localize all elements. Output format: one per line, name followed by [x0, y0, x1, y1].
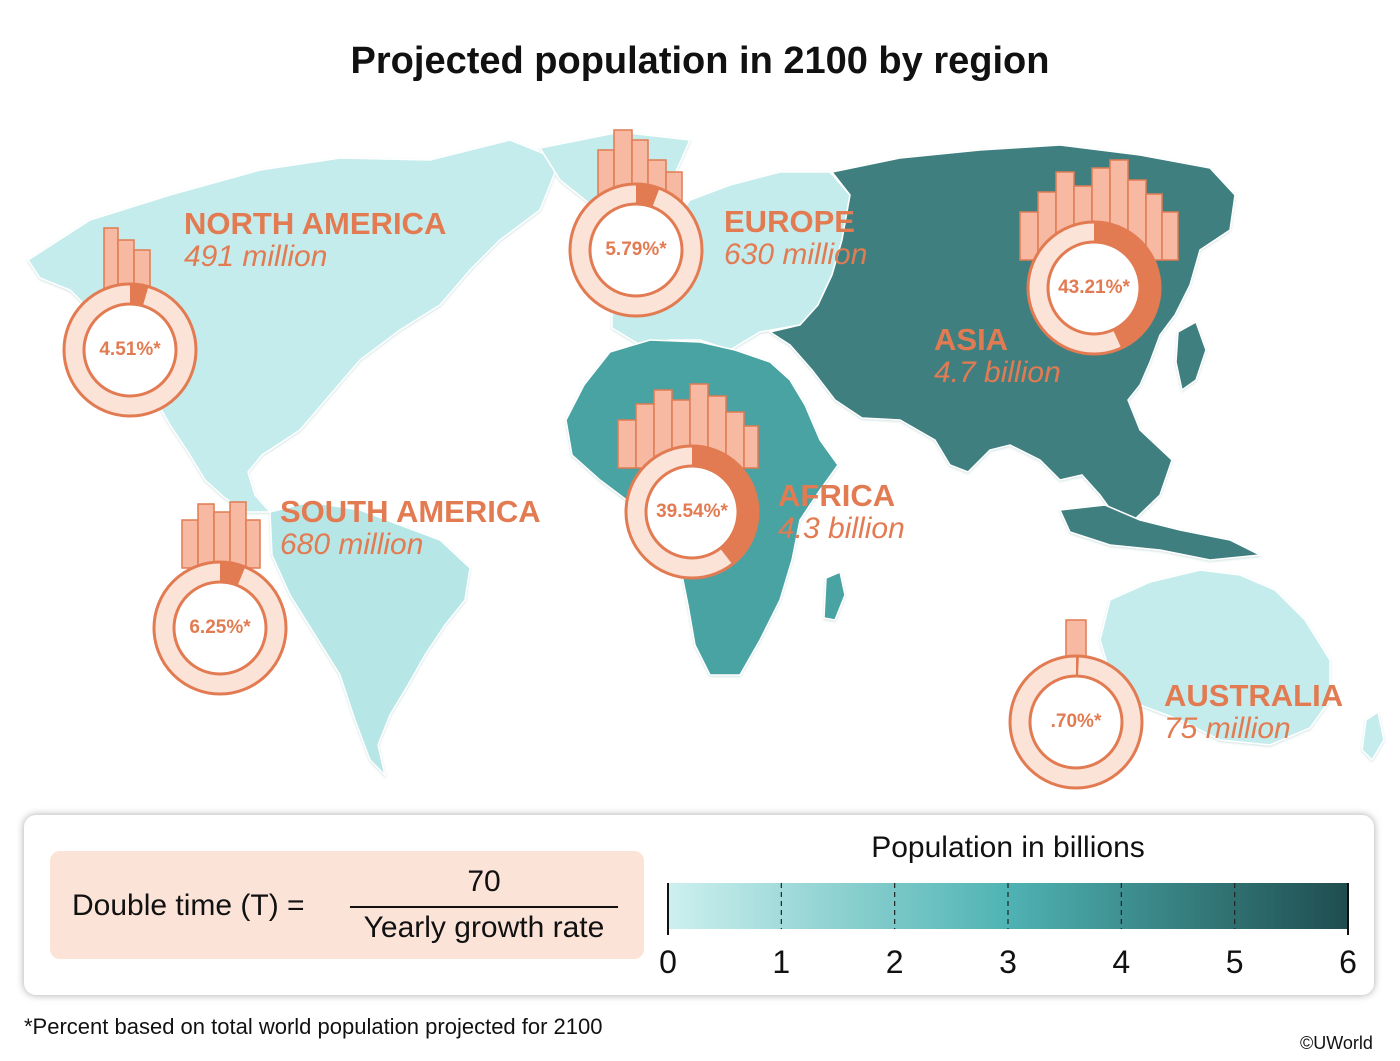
share-arc	[130, 284, 149, 306]
share-ring-north-america: 4.51%*	[58, 278, 202, 422]
continent-south-america	[269, 501, 471, 778]
region-label-africa: AFRICA 4.3 billion	[778, 478, 905, 545]
continent-indonesia	[1058, 504, 1263, 561]
region-label-north-america: NORTH AMERICA 491 million	[184, 206, 447, 273]
region-label-asia: ASIA 4.7 billion	[934, 322, 1061, 389]
region-name: AFRICA	[778, 478, 896, 513]
fraction-bar	[350, 906, 618, 908]
scale-title: Population in billions	[871, 831, 1145, 864]
footnote: *Percent based on total world population…	[24, 1014, 603, 1039]
scale-tick-label: 5	[1226, 944, 1244, 980]
share-label-south-america: 6.25%*	[189, 617, 251, 638]
share-ring-europe: 5.79%*	[564, 178, 708, 322]
scale-tick-label: 0	[659, 944, 677, 980]
region-label-australia: AUSTRALIA 75 million	[1164, 678, 1344, 745]
buildings-south-america-icon	[181, 501, 261, 569]
scale-tick-label: 4	[1112, 944, 1130, 980]
population-color-scale: 0 1 2 3 4 5 6	[659, 883, 1357, 980]
region-population: 75 million	[1164, 711, 1291, 745]
share-label-europe: 5.79%*	[605, 239, 667, 260]
continent-madagascar	[823, 570, 846, 621]
region-population: 630 million	[724, 237, 868, 271]
page-title: Projected population in 2100 by region	[350, 40, 1050, 82]
region-population: 680 million	[280, 527, 424, 561]
region-name: AUSTRALIA	[1164, 678, 1344, 713]
region-name: ASIA	[934, 322, 1009, 357]
share-arc	[1094, 222, 1160, 349]
share-label-asia: 43.21%*	[1058, 277, 1130, 298]
formula-numerator: 70	[467, 865, 501, 898]
share-arc	[220, 562, 246, 586]
buildings-africa-icon	[617, 383, 759, 469]
formula-lhs: Double time (T) =	[72, 889, 305, 922]
continent-new-zealand	[1361, 710, 1385, 762]
scale-tick-label: 6	[1339, 944, 1357, 980]
doubling-time-formula: Double time (T) = 70 Yearly growth rate	[50, 851, 644, 959]
region-name: SOUTH AMERICA	[280, 494, 541, 529]
legend-panel: Double time (T) = 70 Yearly growth rate …	[24, 815, 1374, 995]
region-name: NORTH AMERICA	[184, 206, 447, 241]
share-ring-australia: .70%*	[1004, 650, 1148, 794]
share-arc	[1076, 656, 1079, 677]
scale-tick-label: 1	[772, 944, 790, 980]
region-label-south-america: SOUTH AMERICA 680 million	[280, 494, 541, 561]
share-label-north-america: 4.51%*	[99, 339, 161, 360]
share-label-australia: .70%*	[1050, 711, 1102, 732]
share-arc	[636, 184, 660, 208]
scale-tick-label: 2	[886, 944, 904, 980]
share-ring-africa: 39.54%*	[620, 440, 764, 584]
share-ring-south-america: 6.25%*	[148, 556, 292, 700]
buildings-north-america-icon	[103, 227, 151, 289]
scale-tick-label: 3	[999, 944, 1017, 980]
region-population: 4.3 billion	[778, 511, 905, 545]
formula-denominator: Yearly growth rate	[363, 911, 605, 944]
copyright: ©UWorld	[1300, 1033, 1373, 1053]
region-label-europe: EUROPE 630 million	[724, 204, 868, 271]
continent-japan	[1175, 320, 1207, 392]
region-population: 4.7 billion	[934, 355, 1061, 389]
share-label-africa: 39.54%*	[656, 501, 728, 522]
region-population: 491 million	[184, 239, 328, 273]
share-ring-asia: 43.21%*	[1022, 216, 1166, 360]
region-name: EUROPE	[724, 204, 855, 239]
share-arc	[692, 446, 758, 565]
